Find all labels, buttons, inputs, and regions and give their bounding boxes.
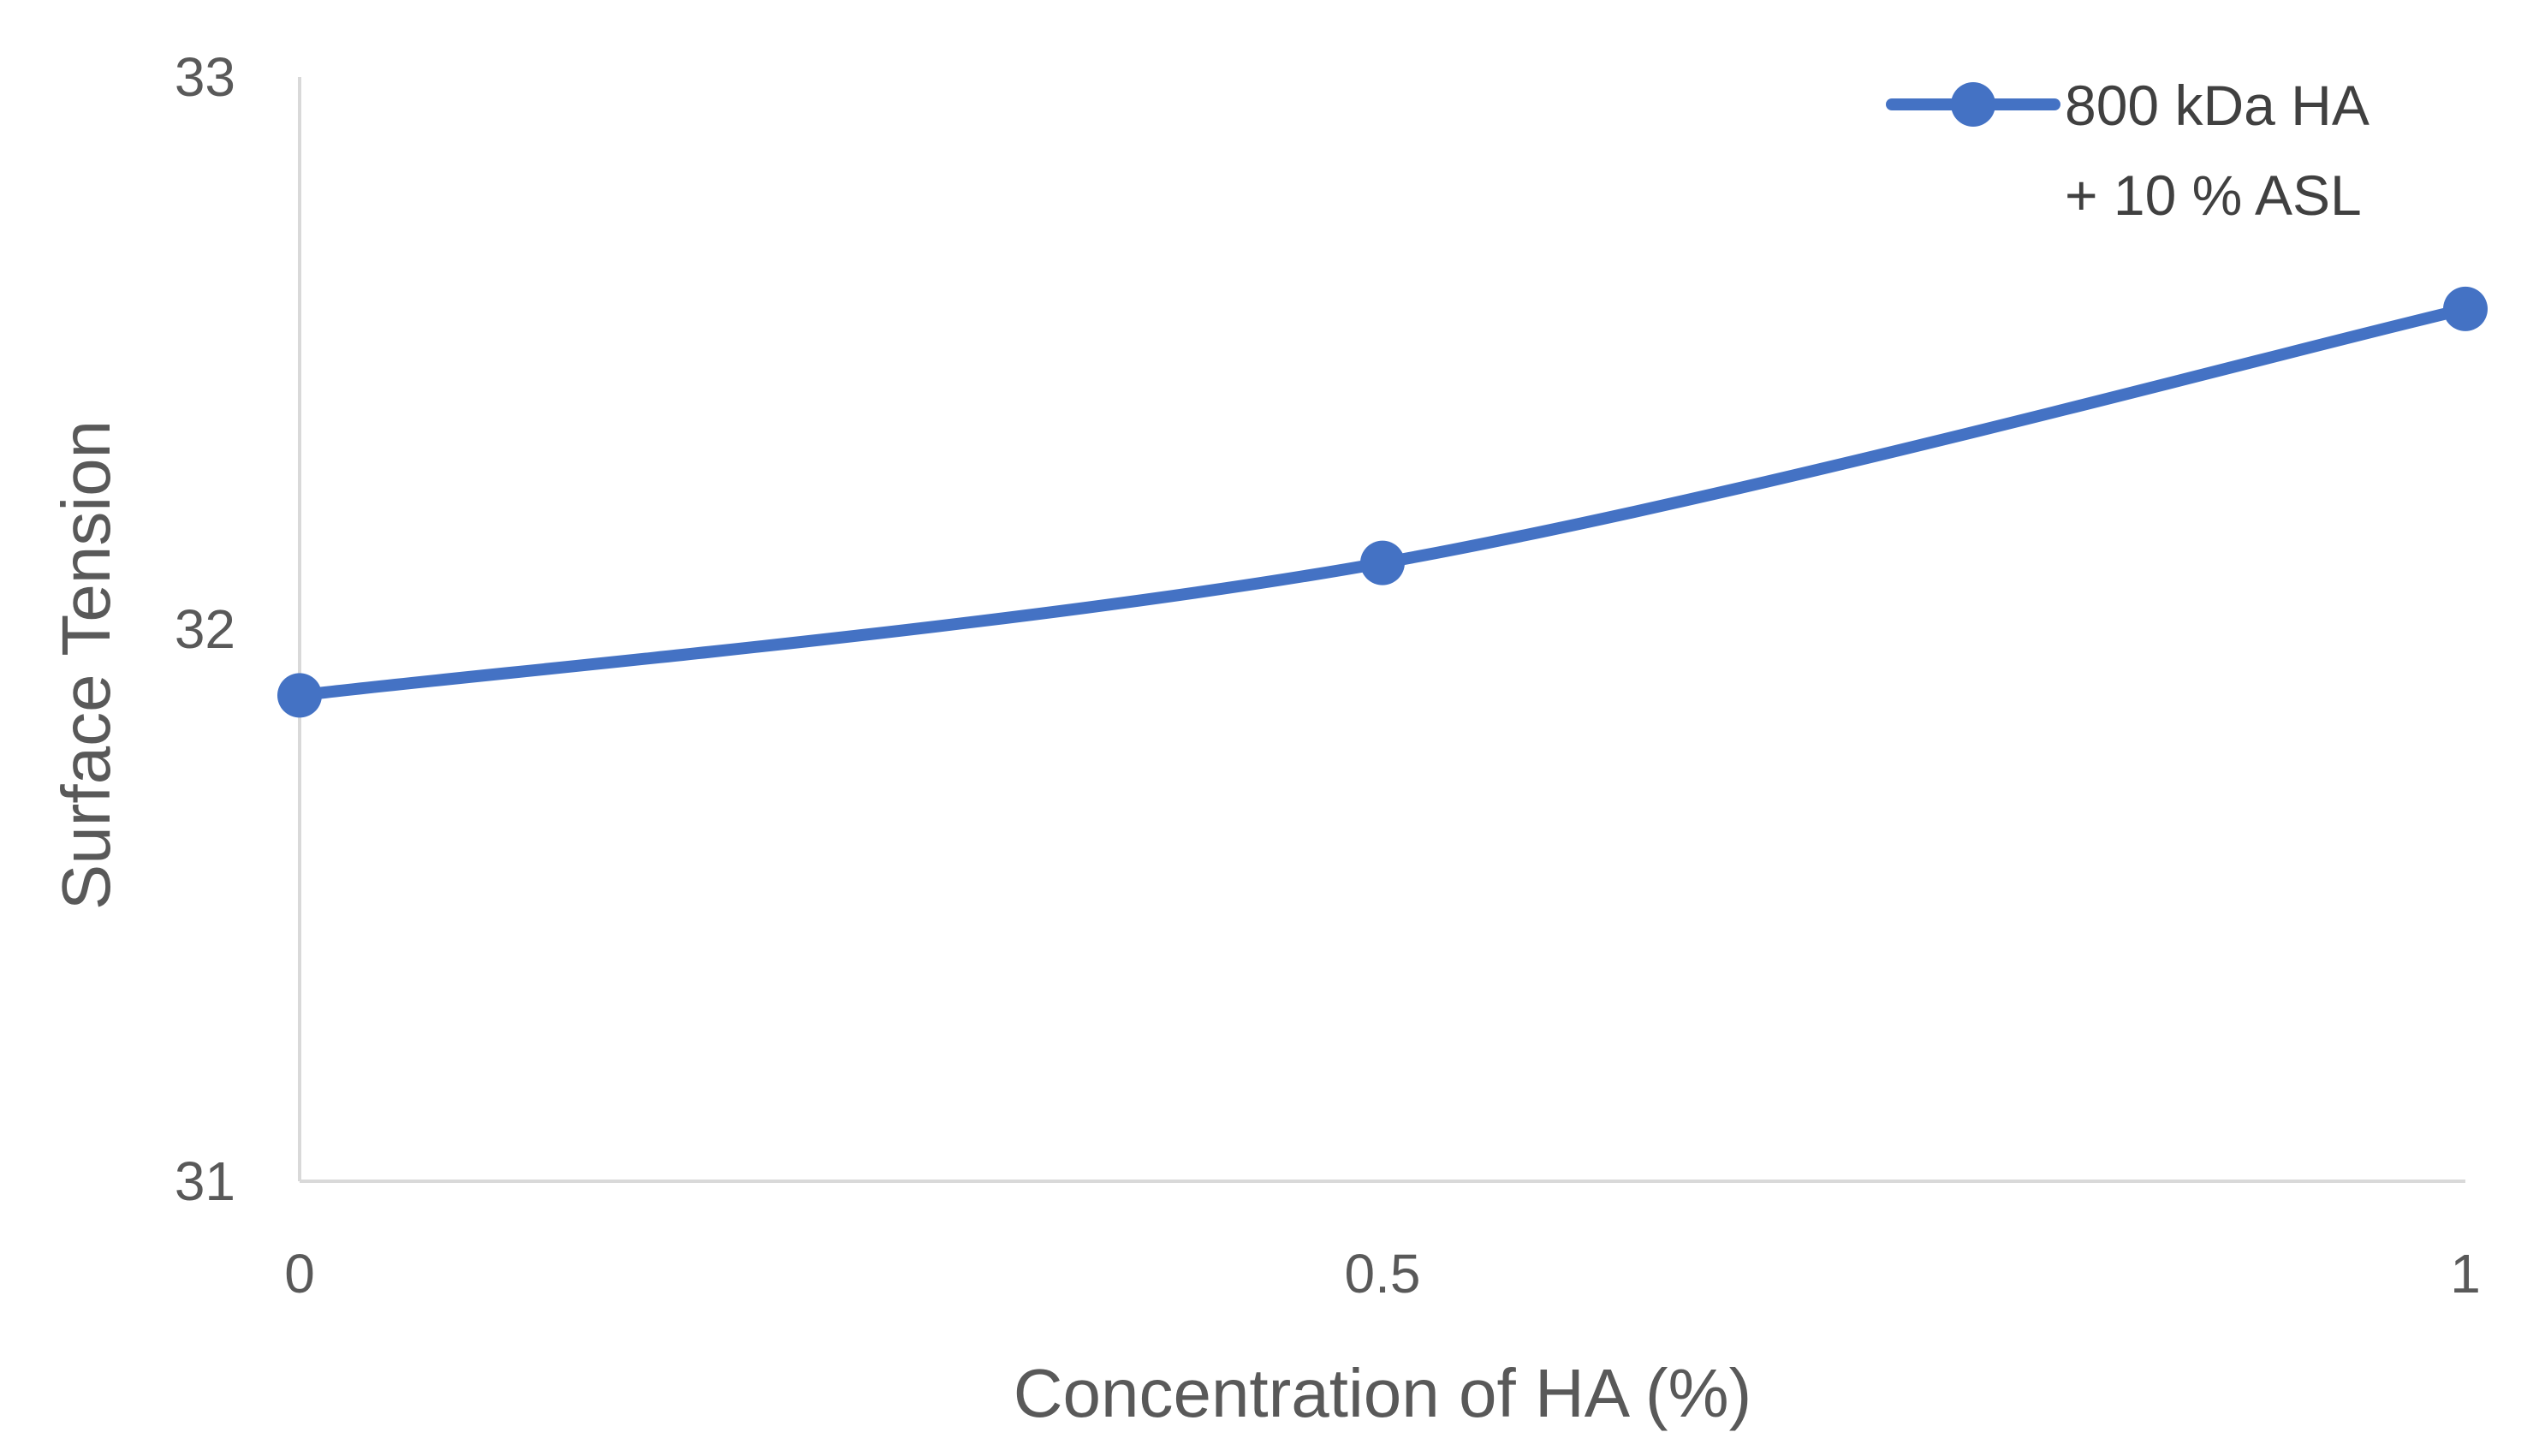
x-tick-label: 1	[2450, 1243, 2481, 1304]
legend-label: + 10 % ASL	[2065, 163, 2362, 227]
legend-marker	[1951, 82, 1995, 127]
legend-label: 800 kDa HA	[2065, 74, 2370, 137]
data-point	[2443, 286, 2488, 331]
y-tick-label: 32	[175, 598, 235, 660]
axes	[298, 77, 2465, 1183]
tick-labels: 31 32 33 0 0.5 1	[175, 46, 2481, 1304]
data-point	[1360, 540, 1405, 585]
x-tick-label: 0.5	[1345, 1243, 1421, 1304]
y-tick-label: 33	[175, 46, 235, 108]
series	[277, 286, 2488, 718]
legend: 800 kDa HA + 10 % ASL	[1886, 74, 2370, 227]
series-line	[294, 302, 2471, 702]
x-tick-label: 0	[284, 1243, 315, 1304]
y-tick-label: 31	[175, 1150, 235, 1212]
data-point	[277, 673, 322, 718]
y-axis-title: Surface Tension	[48, 420, 124, 910]
x-axis-title: Concentration of HA (%)	[1014, 1355, 1752, 1431]
